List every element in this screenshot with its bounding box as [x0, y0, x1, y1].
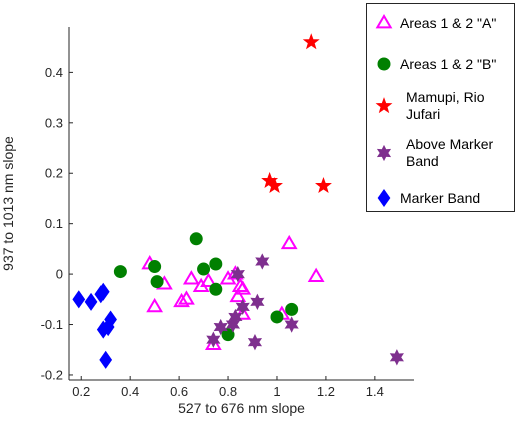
data-point	[284, 316, 299, 333]
y-axis-label: 937 to 1013 nm slope	[0, 136, 16, 271]
y-tick-label: 0.4	[45, 65, 63, 80]
data-point	[173, 292, 190, 308]
data-point	[389, 349, 404, 366]
data-point	[209, 282, 223, 296]
y-tick-label: -0.1	[41, 317, 63, 332]
x-tick-label: 1.4	[366, 384, 384, 399]
data-point	[182, 270, 200, 285]
data-point	[148, 260, 162, 274]
data-point	[150, 275, 164, 289]
data-point	[113, 265, 127, 279]
data-point	[104, 310, 117, 329]
legend-label: Areas 1 & 2 "B"	[400, 56, 496, 72]
x-tick-label: 0.6	[170, 384, 188, 399]
x-tick-label: 1.2	[317, 384, 335, 399]
legend-marker	[377, 188, 391, 208]
legend-marker	[375, 14, 393, 29]
data-point	[84, 292, 98, 311]
data-point	[307, 267, 325, 282]
data-point	[229, 287, 247, 303]
legend-label: Areas 1 & 2 "A"	[400, 15, 496, 31]
data-point	[206, 331, 221, 348]
legend-marker	[377, 57, 391, 71]
data-point	[197, 262, 211, 276]
data-point	[247, 334, 263, 351]
x-tick-label: 0.2	[72, 384, 90, 399]
data-point	[315, 176, 332, 194]
legend: Areas 1 & 2 "A" Areas 1 & 2 "B" Mamupi, Ri…	[366, 3, 515, 212]
data-point	[270, 310, 284, 324]
legend-label: Above Marker	[406, 136, 493, 152]
legend-label: Band	[406, 153, 439, 169]
x-tick-label: 1	[273, 384, 280, 399]
legend-box	[366, 3, 515, 212]
data-point	[99, 350, 113, 369]
data-point	[200, 272, 217, 288]
data-point	[178, 290, 195, 305]
data-markers	[72, 33, 404, 369]
data-point	[255, 253, 270, 270]
data-point	[96, 282, 110, 301]
data-point	[213, 318, 228, 336]
data-point	[209, 257, 223, 271]
legend-label: Jufari	[406, 106, 440, 122]
data-point	[266, 176, 283, 194]
data-point	[302, 33, 320, 50]
legend-label: Marker Band	[400, 190, 480, 206]
data-point	[235, 298, 250, 316]
x-tick-label: 0.8	[219, 384, 237, 399]
y-tick-label: 0.2	[45, 166, 63, 181]
x-tick-label: 0.4	[121, 384, 139, 399]
data-point	[189, 232, 203, 246]
y-tick-label: 0.1	[45, 216, 63, 231]
plot-area	[68, 27, 414, 381]
y-tick-label: 0.3	[45, 115, 63, 130]
data-point	[280, 234, 298, 250]
y-tick-label: -0.2	[41, 367, 63, 382]
data-point	[234, 280, 252, 295]
x-axis-ticks: 0.2 0.4 0.6 0.8 1 1.2 1.4	[72, 376, 384, 399]
legend-marker	[375, 97, 393, 114]
data-point	[72, 290, 86, 309]
y-tick-label: 0	[56, 267, 63, 282]
data-point	[285, 302, 299, 316]
legend-label: Mamupi, Rio	[406, 89, 485, 105]
y-axis-ticks: -0.2 -0.1 0 0.1 0.2 0.3 0.4	[41, 65, 73, 382]
data-point	[230, 265, 245, 283]
data-point	[221, 328, 235, 342]
data-point	[250, 293, 265, 311]
data-point	[146, 297, 164, 313]
legend-marker	[376, 144, 392, 162]
x-axis-label: 527 to 676 nm slope	[178, 400, 305, 416]
